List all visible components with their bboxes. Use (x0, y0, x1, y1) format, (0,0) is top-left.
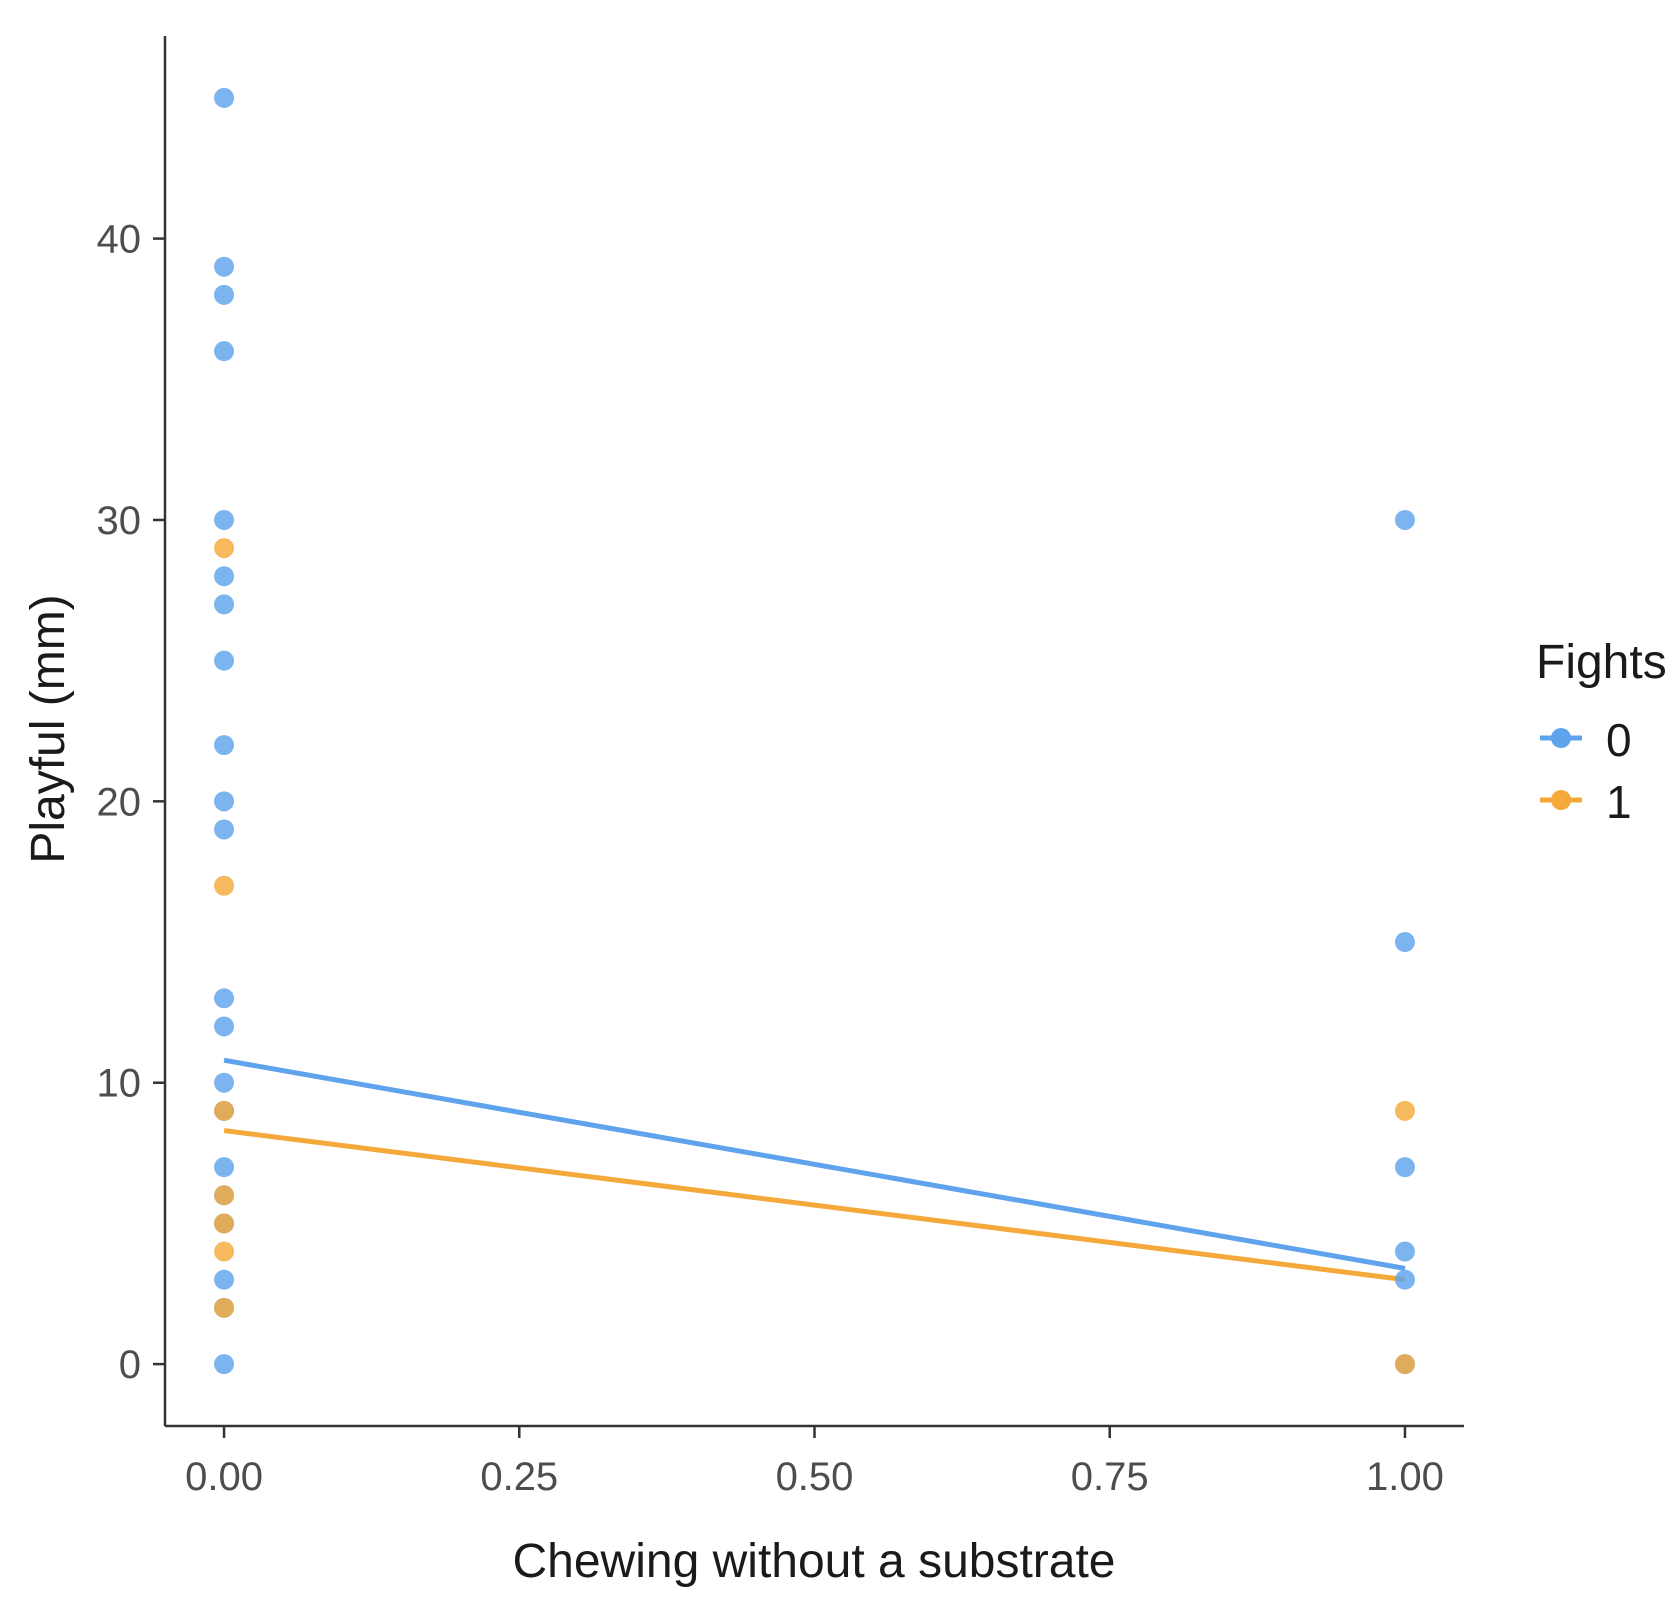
point-fights-1 (214, 1297, 235, 1318)
point-fights-0 (214, 1269, 235, 1290)
y-tick-label: 10 (97, 1062, 142, 1106)
point-fights-1 (214, 1213, 235, 1234)
point-fights-0 (214, 341, 235, 362)
legend-dot-1 (1551, 790, 1571, 810)
x-tick-label: 0.00 (185, 1455, 263, 1499)
legend-label-1: 1 (1606, 776, 1632, 828)
legend: Fights 0 1 (1536, 636, 1667, 828)
point-fights-1 (1394, 1354, 1415, 1375)
fit-line-fights-0 (223, 1057, 1406, 1271)
point-fights-0 (214, 791, 235, 812)
x-tick-label: 0.25 (480, 1455, 558, 1499)
point-fights-1 (214, 1185, 235, 1206)
point-fights-0 (214, 650, 235, 671)
point-fights-0 (1394, 1269, 1415, 1290)
point-fights-1 (214, 1100, 235, 1121)
point-fights-0 (214, 988, 235, 1009)
y-ticks: 0 10 20 30 40 (97, 218, 165, 1387)
point-fights-0 (214, 256, 235, 277)
legend-item-0: 0 (1540, 714, 1632, 766)
plot-area (214, 87, 1415, 1375)
y-tick-label: 40 (97, 218, 142, 262)
x-tick-label: 0.50 (776, 1455, 854, 1499)
point-fights-1 (214, 538, 235, 559)
y-tick-label: 20 (97, 780, 142, 824)
fit-line-fights-1 (223, 1128, 1406, 1283)
x-tick-label: 1.00 (1366, 1455, 1444, 1499)
point-fights-0 (1394, 1241, 1415, 1262)
x-ticks: 0.00 0.25 0.50 0.75 1.00 (185, 1426, 1444, 1499)
y-tick-label: 30 (97, 499, 142, 543)
point-fights-0 (214, 87, 235, 108)
x-tick-label: 0.75 (1071, 1455, 1149, 1499)
point-fights-0 (214, 566, 235, 587)
point-fights-1 (214, 875, 235, 896)
point-fights-0 (1394, 932, 1415, 953)
legend-title: Fights (1536, 636, 1667, 689)
point-fights-0 (214, 1354, 235, 1375)
point-fights-0 (214, 819, 235, 840)
point-fights-0 (1394, 509, 1415, 530)
point-fights-1 (214, 1241, 235, 1262)
point-fights-0 (214, 1016, 235, 1037)
legend-label-0: 0 (1606, 714, 1632, 766)
point-fights-0 (214, 1072, 235, 1093)
y-axis-title: Playful (mm) (22, 594, 75, 863)
point-fights-0 (214, 509, 235, 530)
point-fights-0 (214, 1157, 235, 1178)
y-tick-label: 0 (119, 1343, 141, 1387)
point-fights-0 (214, 594, 235, 615)
point-fights-0 (1394, 1157, 1415, 1178)
point-fights-0 (214, 284, 235, 305)
x-axis-title: Chewing without a substrate (513, 1535, 1116, 1588)
point-fights-0 (214, 735, 235, 756)
legend-dot-0 (1551, 728, 1571, 748)
legend-item-1: 1 (1540, 776, 1632, 828)
point-fights-1 (1394, 1100, 1415, 1121)
